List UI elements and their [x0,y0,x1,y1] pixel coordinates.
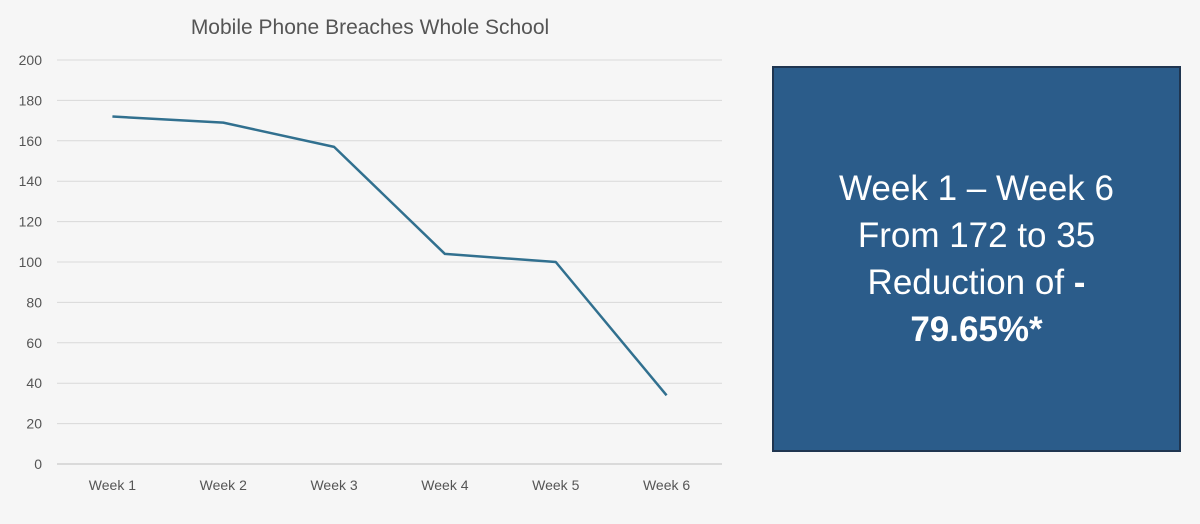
summary-line-reduction: Reduction of - [868,259,1086,306]
y-tick-label: 200 [19,52,43,68]
y-tick-label: 40 [26,375,42,391]
y-tick-label: 180 [19,92,43,108]
summary-line-range: Week 1 – Week 6 [839,169,1114,208]
y-tick-label: 60 [26,335,42,351]
y-tick-label: 120 [19,214,43,230]
summary-reduction-label: Reduction of [867,263,1074,302]
x-axis-ticks: Week 1 Week 2 Week 3 Week 4 Week 5 Week 6 [89,477,691,493]
y-tick-label: 0 [34,456,42,472]
x-tick-label: Week 3 [310,477,357,493]
series [112,115,668,397]
x-tick-label: Week 1 [89,477,136,493]
y-tick-label: 100 [19,254,43,270]
y-tick-label: 20 [26,416,42,432]
line-chart: Mobile Phone Breaches Whole School 0 20 40… [19,16,722,493]
x-tick-label: Week 6 [643,477,690,493]
summary-reduction-sign: - [1073,263,1086,302]
summary-reduction-percent: 79.65%* [910,310,1043,349]
gridlines [57,59,722,465]
y-axis-ticks: 0 20 40 60 80 100 120 140 160 180 200 [19,52,43,472]
series-line [112,115,668,397]
x-tick-label: Week 5 [532,477,579,493]
y-tick-label: 140 [19,173,43,189]
y-tick-label: 160 [19,133,43,149]
x-tick-label: Week 4 [421,477,468,493]
y-tick-label: 80 [26,294,42,310]
x-tick-label: Week 2 [200,477,247,493]
summary-line-values: From 172 to 35 [857,216,1096,255]
summary-box: Week 1 – Week 6 From 172 to 35 Reduction… [772,66,1181,452]
chart-title: Mobile Phone Breaches Whole School [191,16,549,39]
